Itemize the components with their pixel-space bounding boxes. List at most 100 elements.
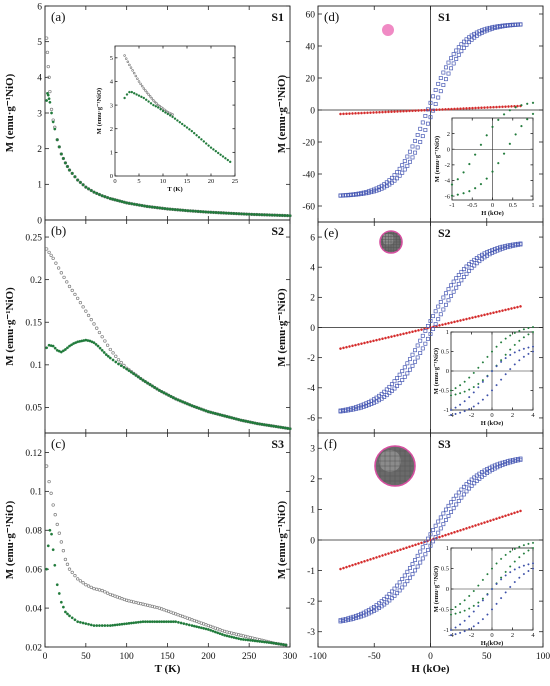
paramagnetic-point xyxy=(381,110,384,114)
loop-point xyxy=(402,167,407,172)
zfc-point xyxy=(176,620,180,624)
inset-loop-point xyxy=(518,329,521,332)
loop-point xyxy=(423,114,428,118)
paramagnetic-point xyxy=(351,112,354,115)
paramagnetic-point xyxy=(420,328,423,331)
zfc-point xyxy=(227,211,231,215)
zfc-point xyxy=(263,213,266,217)
zfc-point xyxy=(106,354,110,358)
fc-point xyxy=(108,347,112,352)
loop-point xyxy=(425,107,430,112)
inset-loop-point xyxy=(454,633,457,636)
zfc-point xyxy=(98,346,102,350)
inset-fc-point xyxy=(144,89,147,92)
loop-point xyxy=(485,26,490,31)
loop-point xyxy=(510,458,515,462)
paramagnetic-point xyxy=(498,516,501,520)
inset-fc-point xyxy=(163,108,166,112)
fc-point xyxy=(76,577,80,581)
inset-loop-point xyxy=(454,612,457,615)
loop-point xyxy=(415,564,420,569)
paramagnetic-point xyxy=(450,531,453,535)
y-tick-label: -1 xyxy=(307,567,315,577)
zfc-point xyxy=(274,642,278,645)
zfc-point xyxy=(209,410,213,414)
zfc-point xyxy=(211,629,215,633)
inset-loop-point xyxy=(472,405,475,408)
loop-point xyxy=(366,189,371,194)
paramagnetic-point xyxy=(417,109,420,112)
inset-zfc-point xyxy=(152,103,155,107)
zfc-point xyxy=(100,194,104,198)
zfc-point xyxy=(213,412,217,415)
zfc-point xyxy=(206,628,210,631)
zfc-point xyxy=(234,636,238,640)
loop-point xyxy=(477,259,482,264)
inset-loop-point xyxy=(504,337,507,340)
x-tick-label: -0.5 xyxy=(467,202,477,209)
zfc-point xyxy=(45,99,49,102)
inset-fc-point xyxy=(155,102,158,105)
paramagnetic-point xyxy=(501,105,504,109)
zfc-point xyxy=(134,374,138,377)
loop-point xyxy=(441,83,446,87)
zfc-point xyxy=(51,548,55,552)
paramagnetic-point xyxy=(516,104,519,108)
fc-point xyxy=(59,271,63,275)
fc-point xyxy=(95,326,99,330)
loop-point xyxy=(449,293,454,298)
loop-point xyxy=(420,545,425,550)
inset-y-axis-label: M (emu·g⁻¹NiO) xyxy=(434,136,441,182)
inset-loop-point xyxy=(479,143,483,146)
loop-point xyxy=(495,24,500,29)
paramagnetic-point xyxy=(438,535,441,539)
zfc-point xyxy=(183,209,187,212)
zfc-point xyxy=(219,211,223,215)
loop-point xyxy=(397,173,402,178)
y-tick-label: 0 xyxy=(37,216,42,226)
zfc-point xyxy=(288,214,292,218)
loop-point xyxy=(479,28,484,33)
y-tick-label: 2 xyxy=(310,475,315,485)
loop-point xyxy=(356,406,361,411)
paramagnetic-point xyxy=(405,331,408,335)
zfc-point xyxy=(255,213,259,216)
zfc-point xyxy=(48,528,52,532)
inset-loop-point xyxy=(474,153,477,156)
inset-fc-point xyxy=(140,84,144,88)
loop-point xyxy=(397,372,402,377)
loop-point xyxy=(392,386,397,391)
paramagnetic-point xyxy=(384,553,387,556)
zfc-point xyxy=(178,399,182,403)
zfc-point xyxy=(189,209,192,213)
inset-fc-point xyxy=(124,57,128,60)
zfc-point xyxy=(103,624,107,627)
zfc-point xyxy=(139,377,143,380)
inset-loop-point xyxy=(509,334,512,337)
inset-loop-point xyxy=(459,631,462,634)
loop-point xyxy=(338,408,343,413)
zfc-point xyxy=(59,600,63,604)
loop-point xyxy=(395,583,400,588)
loop-point xyxy=(415,355,420,360)
fc-point xyxy=(51,503,55,507)
loop-point xyxy=(443,77,448,82)
x-tick-label: 25 xyxy=(232,178,239,185)
y-tick-label: 2 xyxy=(110,126,113,133)
paramagnetic-point xyxy=(453,107,456,111)
inset-loop-point xyxy=(522,544,525,547)
paramagnetic-point xyxy=(411,109,414,113)
x-tick-label: 300 xyxy=(283,652,298,662)
panel-label: (f) xyxy=(324,436,337,451)
zfc-point xyxy=(235,212,238,216)
paramagnetic-point xyxy=(345,345,348,349)
inset-loop-point xyxy=(513,363,516,366)
fc-point xyxy=(46,64,50,69)
zfc-point xyxy=(169,620,173,624)
zfc-point xyxy=(163,207,167,211)
paramagnetic-point xyxy=(447,107,450,111)
zfc-point xyxy=(153,386,157,389)
inset-loop-point xyxy=(463,609,466,612)
zfc-point xyxy=(168,207,172,211)
loop-point xyxy=(487,465,492,470)
